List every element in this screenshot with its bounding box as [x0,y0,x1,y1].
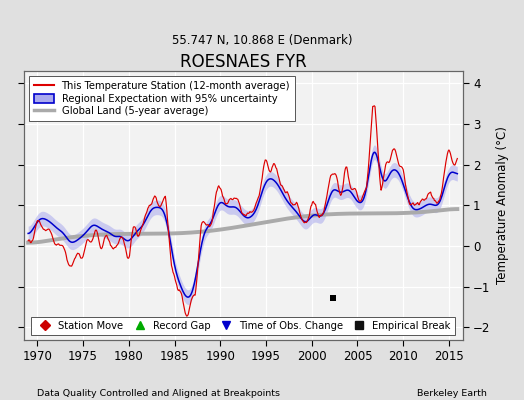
Y-axis label: Temperature Anomaly (°C): Temperature Anomaly (°C) [496,126,509,284]
Title: ROESNAES FYR: ROESNAES FYR [180,53,307,71]
Text: Data Quality Controlled and Aligned at Breakpoints: Data Quality Controlled and Aligned at B… [37,389,280,398]
Text: Berkeley Earth: Berkeley Earth [418,389,487,398]
Text: 55.747 N, 10.868 E (Denmark): 55.747 N, 10.868 E (Denmark) [172,34,352,47]
Legend: Station Move, Record Gap, Time of Obs. Change, Empirical Break: Station Move, Record Gap, Time of Obs. C… [31,316,455,334]
